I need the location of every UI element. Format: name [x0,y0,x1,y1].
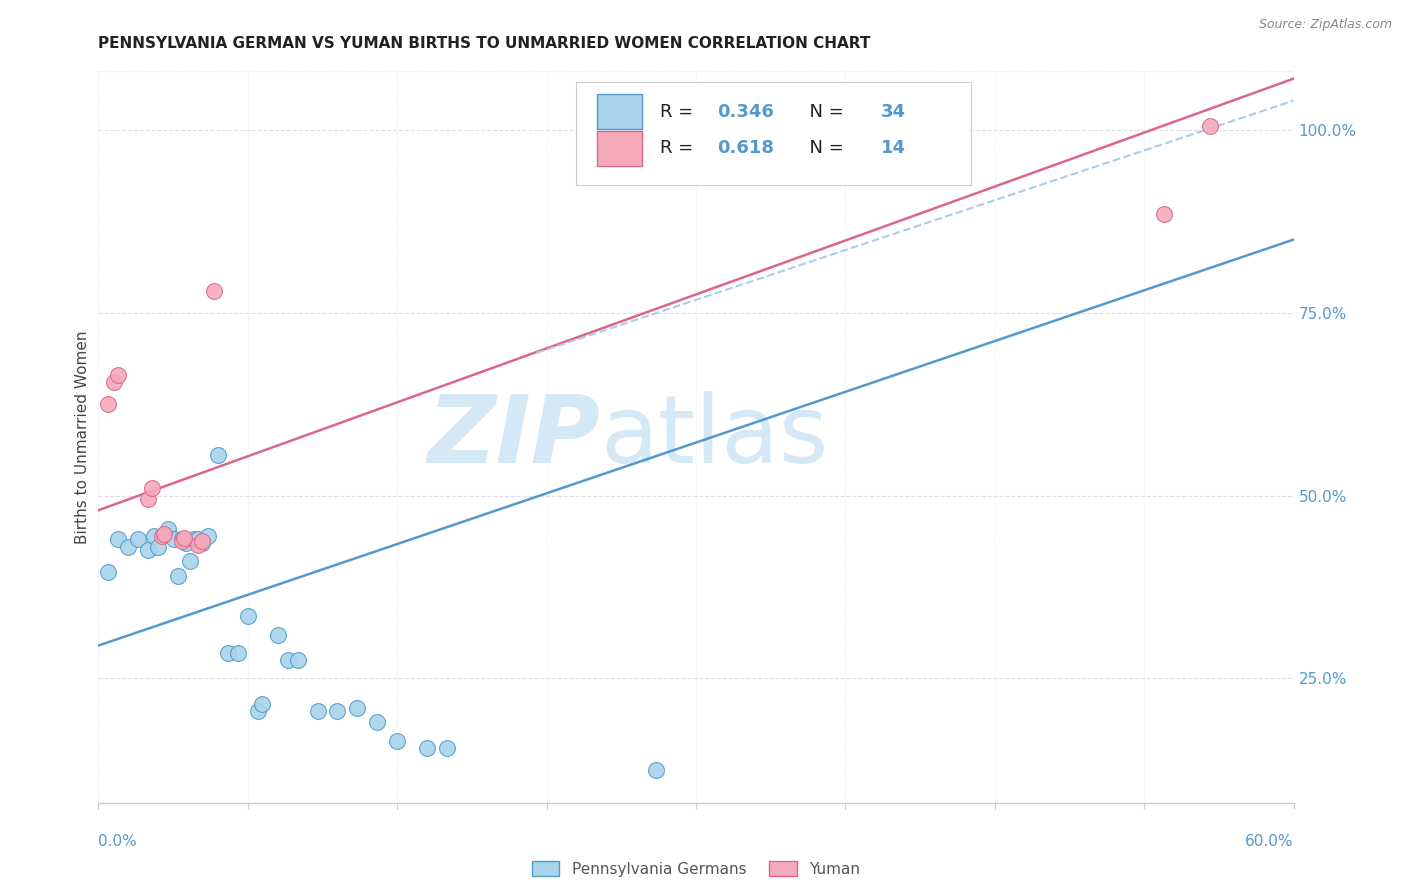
Point [103,376,125,390]
Point [202,284,225,298]
Text: N =: N = [797,103,849,120]
Point [226,646,249,660]
Point [107,533,129,547]
FancyBboxPatch shape [596,94,643,129]
FancyBboxPatch shape [576,82,970,185]
Text: N =: N = [797,139,849,157]
Point [136,492,159,507]
FancyBboxPatch shape [596,130,643,166]
Point [1153,207,1175,221]
Point [277,653,299,667]
Point [197,529,219,543]
Text: ZIP: ZIP [427,391,600,483]
Text: 14: 14 [882,139,907,157]
Point [246,705,269,719]
Point [141,481,163,495]
Point [163,533,186,547]
Point [416,740,439,755]
Point [307,705,329,719]
Text: R =: R = [661,139,699,157]
Point [191,536,214,550]
Point [287,653,309,667]
Point [107,368,129,382]
Point [645,763,668,777]
Point [172,533,194,548]
Point [157,521,180,535]
Point [148,540,170,554]
Point [1198,120,1220,134]
Text: R =: R = [661,103,699,120]
Point [174,536,197,550]
Point [236,609,259,624]
Point [150,529,173,543]
Text: PENNSYLVANIA GERMAN VS YUMAN BIRTHS TO UNMARRIED WOMEN CORRELATION CHART: PENNSYLVANIA GERMAN VS YUMAN BIRTHS TO U… [98,36,870,51]
Point [183,533,205,547]
Point [250,697,273,711]
Point [346,700,368,714]
Point [97,397,120,411]
Point [167,569,190,583]
Point [179,554,201,568]
Point [136,543,159,558]
Text: atlas: atlas [600,391,828,483]
Text: 0.346: 0.346 [717,103,775,120]
Point [207,448,229,462]
Point [187,538,209,552]
Text: 60.0%: 60.0% [1246,834,1294,849]
Point [267,627,290,641]
Point [153,526,176,541]
Point [191,533,214,548]
Text: 34: 34 [882,103,907,120]
Point [143,529,166,543]
Point [117,540,139,554]
Point [97,566,120,580]
Point [187,533,209,547]
Point [326,705,349,719]
Point [385,733,409,747]
Point [172,533,194,547]
Point [127,533,149,547]
Text: 0.618: 0.618 [717,139,775,157]
Point [436,740,458,755]
Point [217,646,239,660]
Legend: Pennsylvania Germans, Yuman: Pennsylvania Germans, Yuman [526,855,866,883]
Point [173,531,195,545]
Text: Source: ZipAtlas.com: Source: ZipAtlas.com [1258,18,1392,31]
Y-axis label: Births to Unmarried Women: Births to Unmarried Women [75,330,90,544]
Point [366,715,388,730]
Text: 0.0%: 0.0% [98,834,138,849]
